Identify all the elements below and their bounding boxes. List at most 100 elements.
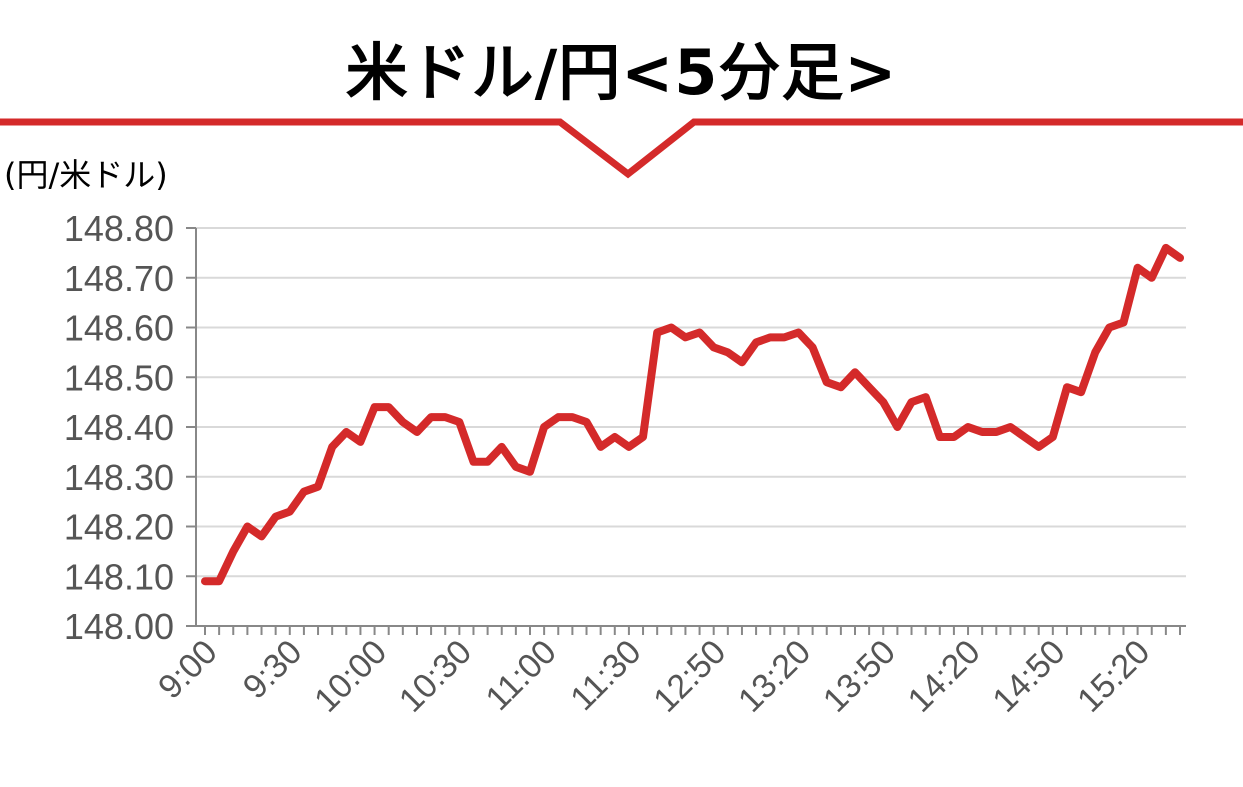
data-point <box>1122 322 1124 324</box>
data-point <box>755 341 757 343</box>
x-tick-label: 11:30 <box>563 633 648 718</box>
data-point <box>1179 257 1181 259</box>
data-point <box>656 331 658 333</box>
data-point <box>727 351 729 353</box>
x-tick-label: 14:20 <box>901 633 988 720</box>
data-point <box>487 461 489 463</box>
y-tick-label: 148.00 <box>64 606 174 647</box>
data-point <box>939 436 941 438</box>
x-tick-label: 14:50 <box>985 633 1072 720</box>
data-point <box>812 346 814 348</box>
data-point <box>275 516 277 518</box>
y-tick-label: 148.60 <box>64 308 174 349</box>
data-point <box>317 486 319 488</box>
x-tick-label: 11:00 <box>479 633 564 718</box>
x-tick-label: 9:30 <box>236 633 310 707</box>
data-point <box>967 426 969 428</box>
y-tick-labels: 148.80 148.70 148.60 148.50 148.40 148.30 148.… <box>64 208 174 647</box>
data-point <box>1024 436 1026 438</box>
data-point <box>600 446 602 448</box>
data-point <box>444 416 446 418</box>
data-point <box>1066 386 1068 388</box>
data-point <box>374 406 376 408</box>
y-tick-label: 148.80 <box>64 208 174 249</box>
data-point <box>1009 426 1011 428</box>
data-point <box>826 381 828 383</box>
data-point <box>614 436 616 438</box>
data-point <box>303 491 305 493</box>
series-group <box>201 243 1184 586</box>
x-tick-label: 15:20 <box>1070 633 1157 720</box>
data-point <box>359 441 361 443</box>
data-point <box>684 336 686 338</box>
data-point <box>543 426 545 428</box>
data-point <box>345 431 347 433</box>
data-point <box>289 511 291 513</box>
data-point <box>981 431 983 433</box>
y-tick-label: 148.70 <box>64 258 174 299</box>
data-point <box>868 386 870 388</box>
data-point <box>458 421 460 423</box>
data-point <box>896 426 898 428</box>
data-point <box>1052 436 1054 438</box>
data-point <box>699 331 701 333</box>
data-point <box>218 580 220 582</box>
data-point <box>882 401 884 403</box>
y-tick-label: 148.40 <box>64 407 174 448</box>
data-point <box>783 336 785 338</box>
data-point <box>557 416 559 418</box>
data-point <box>472 461 474 463</box>
gridlines <box>196 227 1186 578</box>
y-axis-unit-label: (円/米ドル) <box>4 156 168 194</box>
data-point <box>416 431 418 433</box>
data-point <box>741 361 743 363</box>
data-point <box>642 436 644 438</box>
y-tick-label: 148.20 <box>64 507 174 548</box>
data-point <box>331 446 333 448</box>
data-point <box>953 436 955 438</box>
x-tick-label: 13:50 <box>816 633 903 720</box>
data-point <box>246 526 248 527</box>
data-point <box>1108 327 1110 328</box>
data-point <box>515 466 517 468</box>
x-tick-label: 10:00 <box>307 633 394 720</box>
data-point <box>501 446 503 448</box>
data-point <box>1165 247 1167 249</box>
data-point <box>854 371 856 373</box>
data-point <box>571 416 573 418</box>
data-point <box>1151 277 1153 279</box>
data-point <box>529 471 531 473</box>
data-point <box>204 580 206 582</box>
data-point <box>797 331 799 333</box>
axes <box>186 227 1186 635</box>
data-point <box>261 535 263 537</box>
chart-title: 米ドル/円<5分足> <box>345 36 898 109</box>
data-point <box>713 346 715 348</box>
data-point <box>402 421 404 423</box>
y-tick-label: 148.10 <box>64 556 174 597</box>
data-point <box>769 336 771 338</box>
data-point <box>1080 391 1082 393</box>
data-point <box>586 421 588 423</box>
y-tick-label: 148.30 <box>64 457 174 498</box>
data-point <box>1094 351 1096 353</box>
data-point <box>995 431 997 433</box>
data-point <box>925 396 927 398</box>
data-point <box>232 550 234 552</box>
data-point <box>911 401 913 403</box>
x-tick-label: 13:20 <box>731 633 818 720</box>
data-point <box>430 416 432 418</box>
data-point <box>1137 267 1139 269</box>
y-tick-label: 148.50 <box>64 357 174 398</box>
data-point <box>670 327 672 328</box>
data-point <box>628 446 630 448</box>
data-point <box>840 386 842 388</box>
title-banner-line <box>0 118 1243 179</box>
x-tick-label: 12:50 <box>646 633 733 720</box>
series-line <box>201 243 1184 586</box>
data-point <box>388 406 390 408</box>
x-tick-label: 10:30 <box>392 633 479 720</box>
data-point <box>1038 446 1040 448</box>
